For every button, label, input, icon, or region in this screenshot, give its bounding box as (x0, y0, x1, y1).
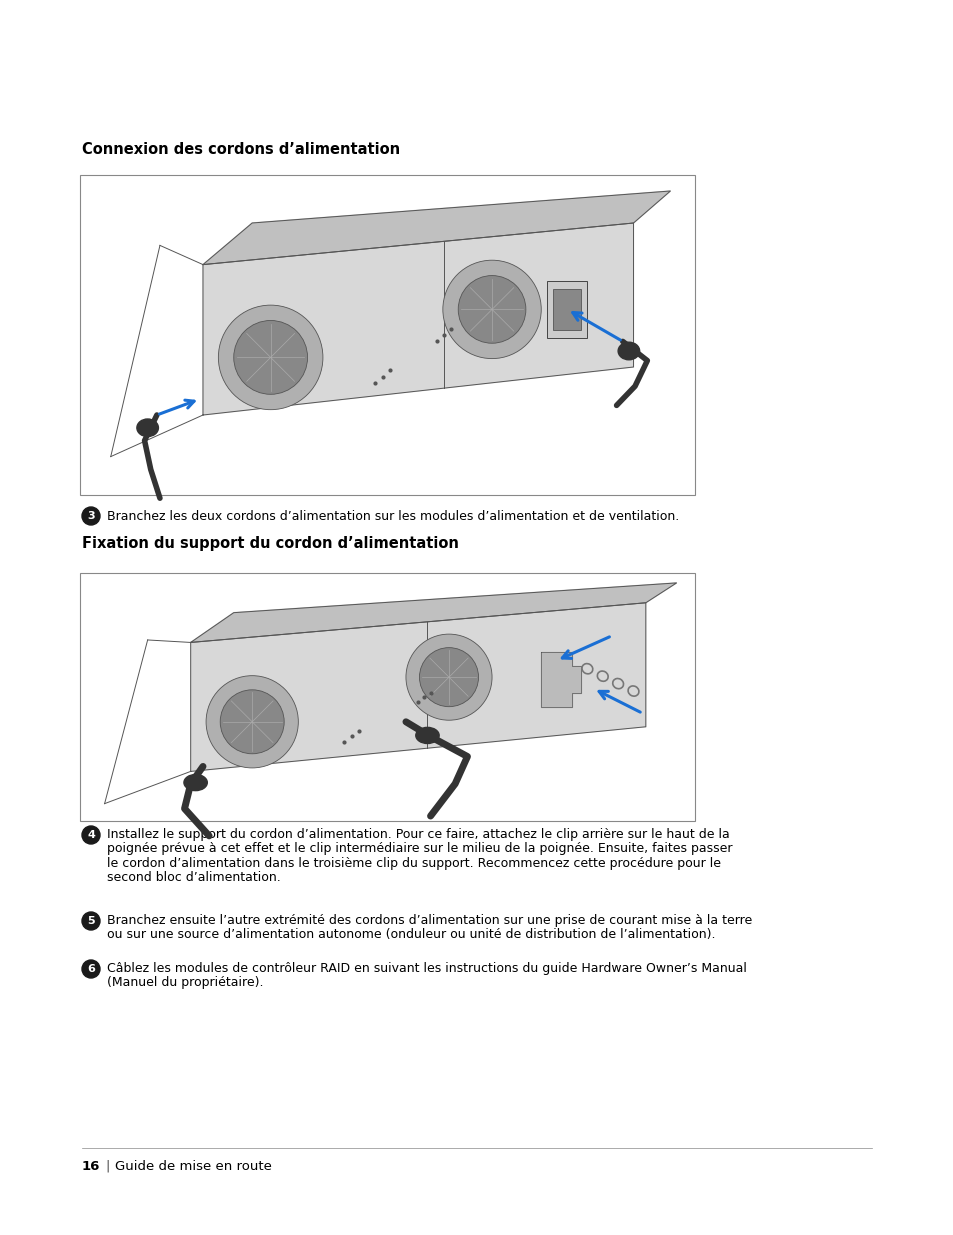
Ellipse shape (416, 727, 438, 743)
Ellipse shape (618, 342, 639, 359)
Polygon shape (540, 652, 580, 706)
Text: Fixation du support du cordon d’alimentation: Fixation du support du cordon d’alimenta… (82, 536, 458, 551)
Circle shape (82, 960, 100, 978)
Text: Connexion des cordons d’alimentation: Connexion des cordons d’alimentation (82, 142, 399, 157)
Text: 6: 6 (87, 965, 95, 974)
Circle shape (82, 508, 100, 525)
Circle shape (206, 676, 298, 768)
Polygon shape (191, 603, 645, 772)
Text: Branchez ensuite l’autre extrémité des cordons d’alimentation sur une prise de c: Branchez ensuite l’autre extrémité des c… (107, 914, 752, 927)
Text: |: | (105, 1160, 110, 1173)
Circle shape (233, 321, 307, 394)
Circle shape (419, 647, 478, 706)
Text: 5: 5 (87, 916, 94, 926)
Circle shape (406, 634, 492, 720)
Circle shape (442, 261, 540, 358)
Bar (80, 573, 695, 821)
Circle shape (82, 826, 100, 844)
Text: 3: 3 (87, 511, 94, 521)
Bar (80, 175, 695, 495)
Text: poignée prévue à cet effet et le clip intermédiaire sur le milieu de la poignée.: poignée prévue à cet effet et le clip in… (107, 842, 732, 856)
Circle shape (457, 275, 525, 343)
Polygon shape (203, 224, 633, 415)
Polygon shape (191, 583, 676, 642)
Text: Guide de mise en route: Guide de mise en route (115, 1160, 272, 1173)
Ellipse shape (136, 419, 158, 437)
Text: 16: 16 (82, 1160, 100, 1173)
Text: Installez le support du cordon d’alimentation. Pour ce faire, attachez le clip a: Installez le support du cordon d’aliment… (107, 827, 729, 841)
Text: second bloc d’alimentation.: second bloc d’alimentation. (107, 872, 280, 884)
Bar (553, 289, 580, 330)
Text: Branchez les deux cordons d’alimentation sur les modules d’alimentation et de ve: Branchez les deux cordons d’alimentation… (107, 510, 679, 522)
Text: 4: 4 (87, 830, 95, 840)
Text: (Manuel du propriétaire).: (Manuel du propriétaire). (107, 977, 263, 989)
Ellipse shape (184, 774, 207, 790)
Circle shape (220, 690, 284, 753)
Text: le cordon d’alimentation dans le troisième clip du support. Recommencez cette pr: le cordon d’alimentation dans le troisiè… (107, 857, 720, 869)
Polygon shape (203, 191, 670, 264)
Text: ou sur une source d’alimentation autonome (onduleur ou unité de distribution de : ou sur une source d’alimentation autonom… (107, 929, 715, 941)
Circle shape (82, 911, 100, 930)
Bar (547, 280, 587, 338)
Circle shape (218, 305, 322, 410)
Text: Câblez les modules de contrôleur RAID en suivant les instructions du guide Hardw: Câblez les modules de contrôleur RAID en… (107, 962, 746, 974)
